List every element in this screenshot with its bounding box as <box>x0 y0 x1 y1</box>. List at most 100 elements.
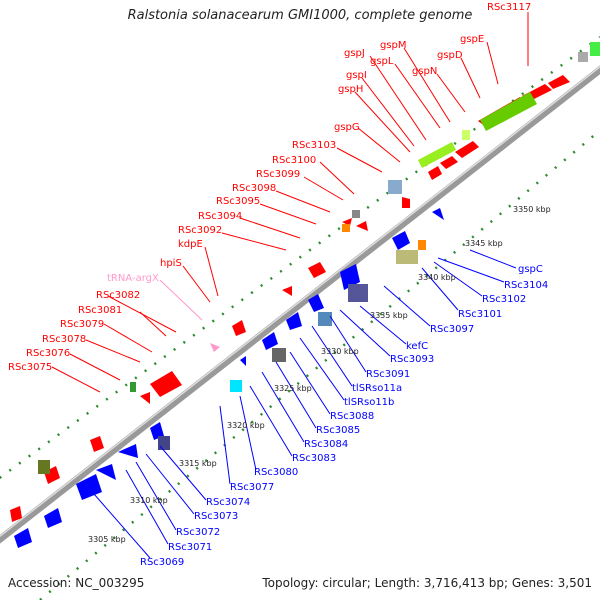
tick-label: 3305 kbp <box>88 535 126 544</box>
forward-gene-label: gspM <box>380 40 407 51</box>
forward-gene-label: RSc3076 <box>26 348 70 359</box>
gene-reverse[interactable] <box>14 528 32 548</box>
forward-gene-label: RSc3099 <box>256 169 300 180</box>
genome-summary: Topology: circular; Length: 3,716,413 bp… <box>262 576 592 590</box>
gene-forward[interactable] <box>356 221 368 231</box>
genome-backbone <box>0 65 600 544</box>
gene-reverse[interactable] <box>262 332 278 350</box>
gene-feature[interactable] <box>272 348 286 362</box>
tick-label: 3340 kbp <box>418 273 456 282</box>
gene-forward[interactable] <box>232 320 246 336</box>
reverse-gene-label: RSc3101 <box>458 309 502 320</box>
gene-feature[interactable] <box>578 52 588 62</box>
forward-gene-label: RSc3100 <box>272 155 316 166</box>
gene-feature[interactable] <box>38 460 50 474</box>
gene-feature[interactable] <box>418 240 426 250</box>
gene-forward[interactable] <box>150 371 182 397</box>
genome-backbone-highlight <box>0 65 600 538</box>
gene-feature[interactable] <box>590 42 600 56</box>
gene-feature[interactable] <box>396 250 418 264</box>
gene-forward[interactable] <box>140 392 150 404</box>
reverse-gene-label: RSc3069 <box>140 557 184 568</box>
reverse-gene-label: RSc3084 <box>304 439 348 450</box>
forward-gene-label: gspL <box>370 56 394 67</box>
gene-feature[interactable] <box>342 224 350 232</box>
forward-gene-label: gspH <box>338 84 363 95</box>
gene-reverse[interactable] <box>432 208 444 220</box>
gene-feature[interactable] <box>130 382 136 392</box>
forward-gene-label: RSc3117 <box>487 2 531 13</box>
gene-feature[interactable] <box>388 180 402 194</box>
reverse-gene-label: RSc3088 <box>330 411 374 422</box>
gene-feature[interactable] <box>348 284 368 302</box>
gene-reverse[interactable] <box>44 508 62 528</box>
gene-forward[interactable] <box>90 436 104 452</box>
forward-gene-label: hpiS <box>160 258 182 269</box>
reverse-genes <box>14 208 444 548</box>
reverse-gene-label: RSc3104 <box>504 280 548 291</box>
reverse-gene-label: RSc3071 <box>168 542 212 553</box>
reverse-gene-label: tlSRso11b <box>344 397 394 408</box>
gene-cluster-gsp[interactable] <box>418 142 456 168</box>
gene-reverse[interactable] <box>76 474 102 500</box>
forward-gene-label: gspG <box>334 122 360 133</box>
forward-gene-label: RSc3081 <box>78 305 122 316</box>
forward-gene-label: RSc3075 <box>8 362 52 373</box>
gene-forward[interactable] <box>428 166 442 180</box>
forward-gene-label: gspJ <box>344 48 365 59</box>
reverse-gene-label: tlSRso11a <box>352 383 402 394</box>
forward-gene-label: RSc3094 <box>198 211 242 222</box>
gene-feature[interactable] <box>158 436 170 450</box>
tick-labels: 3305 kbp 3310 kbp 3315 kbp 3320 kbp 3325 kbp… <box>88 205 551 544</box>
reverse-gene-label: kefC <box>406 341 428 352</box>
tick-label: 3335 kbp <box>370 311 408 320</box>
gene-trna[interactable] <box>210 343 220 352</box>
gene-reverse[interactable] <box>118 444 138 458</box>
reverse-gene-label: RSc3077 <box>230 482 274 493</box>
gene-feature[interactable] <box>318 312 332 326</box>
tick-label: 3315 kbp <box>179 459 217 468</box>
tick-label: 3350 kbp <box>513 205 551 214</box>
forward-gene-label: gspN <box>412 66 437 77</box>
reverse-leaders <box>93 249 517 559</box>
forward-gene-label: RSc3095 <box>216 196 260 207</box>
gene-reverse[interactable] <box>150 422 164 440</box>
reverse-gene-label: RSc3093 <box>390 354 434 365</box>
forward-gene-label: RSc3079 <box>60 319 104 330</box>
gene-feature[interactable] <box>352 210 360 218</box>
gene-forward[interactable] <box>548 75 570 89</box>
gene-reverse[interactable] <box>96 464 116 480</box>
forward-gene-label: RSc3092 <box>178 225 222 236</box>
gene-reverse[interactable] <box>392 231 410 250</box>
reverse-gene-label: RSc3097 <box>430 324 474 335</box>
gene-feature[interactable] <box>230 380 242 392</box>
gene-forward[interactable] <box>402 197 410 208</box>
reverse-gene-label: RSc3072 <box>176 527 220 538</box>
gene-reverse[interactable] <box>286 312 302 330</box>
gene-forward[interactable] <box>440 156 458 169</box>
forward-gene-label: gspD <box>437 50 463 61</box>
forward-gene-label: tRNA-argX <box>107 273 159 284</box>
tick-label: 3310 kbp <box>130 496 168 505</box>
gene-forward[interactable] <box>10 506 22 522</box>
gene-reverse[interactable] <box>308 294 324 312</box>
genome-title: Ralstonia solanacearum GMI1000, complete… <box>127 8 473 23</box>
gene-forward[interactable] <box>308 262 326 278</box>
gene-forward[interactable] <box>282 286 292 296</box>
gene-cluster-gsp[interactable] <box>480 92 537 131</box>
reverse-gene-label: RSc3085 <box>316 425 360 436</box>
reverse-gene-label: RSc3091 <box>366 369 410 380</box>
reverse-gene-label: RSc3073 <box>194 511 238 522</box>
forward-gene-label: gspI <box>346 70 367 81</box>
tick-label: 3330 kbp <box>321 347 359 356</box>
reverse-gene-label: RSc3102 <box>482 294 526 305</box>
gene-forward[interactable] <box>455 141 479 158</box>
gene-feature[interactable] <box>462 130 470 140</box>
gene-reverse[interactable] <box>240 356 246 366</box>
reverse-gene-label: RSc3080 <box>254 467 298 478</box>
gene-reverse[interactable] <box>340 264 360 290</box>
tick-label: 3345 kbp <box>465 239 503 248</box>
reverse-gene-label: RSc3083 <box>292 453 336 464</box>
